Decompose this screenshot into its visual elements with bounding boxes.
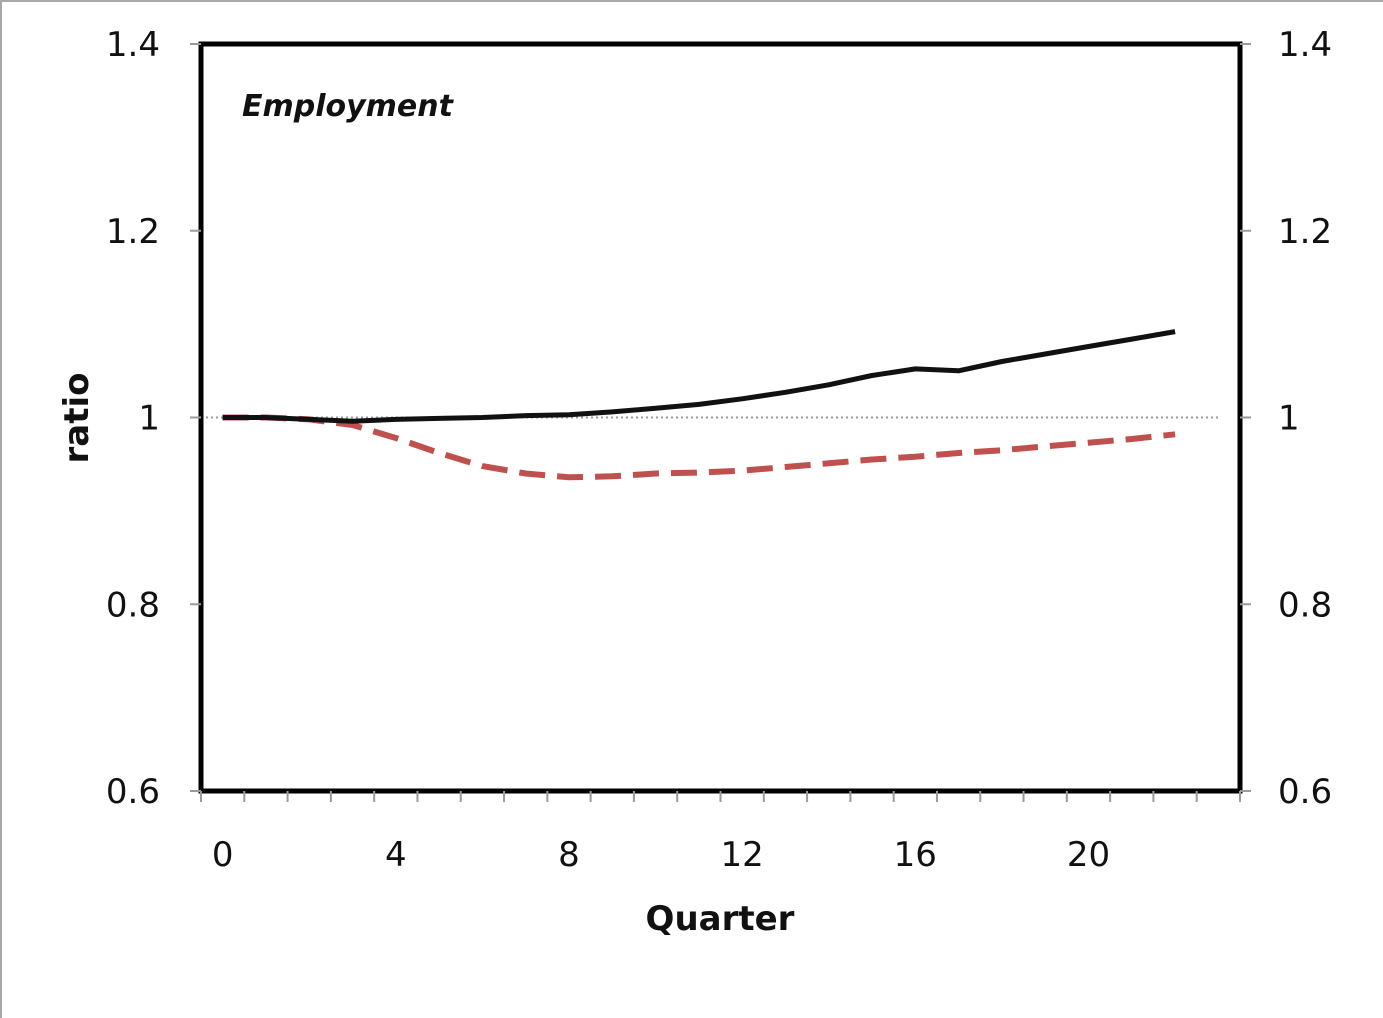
series-line-solid (222, 329, 1176, 424)
x-tick-label: 12 (721, 835, 764, 875)
y-tick-label-right: 1.4 (1278, 25, 1332, 65)
series-line-dashed (222, 414, 1176, 481)
x-tick-label: 4 (385, 835, 407, 875)
x-tick-label: 8 (558, 835, 580, 875)
y-tick-label-left: 1.4 (106, 25, 160, 65)
series-layer (222, 329, 1176, 481)
y-tick-label-right: 1 (1278, 399, 1300, 439)
y-tick-label-right: 1.2 (1278, 212, 1332, 252)
x-tick-label: 0 (212, 835, 234, 875)
x-tick-label: 20 (1067, 835, 1110, 875)
panel-annotation: Employment (242, 89, 455, 124)
y-tick-label-left: 1 (138, 399, 160, 439)
y-tick-label-right: 0.6 (1278, 772, 1332, 812)
x-axis-title: Quarter (646, 899, 795, 939)
y-axis-title: ratio (57, 373, 97, 464)
tick-labels: 0 4 8 12 16 20 0.6 0.6 0.8 0.8 1 1 1.2 1.2 1.4 1.4 (106, 25, 1332, 875)
y-tick-label-left: 0.6 (106, 772, 160, 812)
x-tick-label: 16 (894, 835, 937, 875)
y-tick-label-left: 1.2 (106, 212, 160, 252)
y-tick-label-right: 0.8 (1278, 585, 1332, 625)
y-tick-label-left: 0.8 (106, 585, 160, 625)
tick-marks (190, 43, 1251, 802)
